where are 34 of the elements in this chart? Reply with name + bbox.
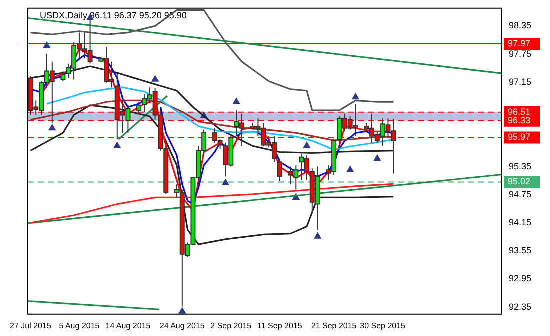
ref-line-label: 96.33 <box>508 115 531 126</box>
point <box>314 232 322 239</box>
point <box>303 142 311 148</box>
ref-line-label: 95.02 <box>508 176 531 187</box>
point <box>114 142 121 148</box>
point <box>222 179 230 186</box>
x-tick-label: 5 Aug 2015 <box>59 321 100 330</box>
x-tick-label: 27 Jul 2015 <box>10 321 52 330</box>
x-tick-label: 24 Aug 2015 <box>160 321 206 330</box>
y-tick-label: 92.95 <box>509 274 532 284</box>
y-tick-label: 97.75 <box>509 48 532 59</box>
point <box>233 98 240 104</box>
y-tick-label: 97.15 <box>509 76 532 87</box>
y-tick-label: 95.35 <box>509 161 532 172</box>
y-tick-label: 93.55 <box>509 246 532 256</box>
x-tick-label: 14 Aug 2015 <box>106 321 152 330</box>
point <box>152 76 159 82</box>
point <box>374 154 381 162</box>
point <box>352 93 360 100</box>
y-tick-label: 94.75 <box>509 189 532 200</box>
point <box>43 42 50 48</box>
y-tick-label: 92.35 <box>509 302 532 312</box>
ref-line-label: 95.97 <box>508 132 531 142</box>
ref-line-label: 96.51 <box>508 106 531 117</box>
x-tick-label: 21 Sep 2015 <box>311 321 358 330</box>
x-tick-label: 30 Sep 2015 <box>360 321 406 330</box>
y-tick-label: 94.15 <box>509 218 532 228</box>
x-tick-label: 2 Sep 2015 <box>210 321 252 330</box>
point <box>346 166 354 172</box>
ref-line-label: 97.97 <box>508 38 531 48</box>
point <box>178 308 186 314</box>
x-tick-label: 11 Sep 2015 <box>258 321 303 330</box>
y-tick-label: 98.35 <box>509 20 532 31</box>
point <box>48 124 56 131</box>
